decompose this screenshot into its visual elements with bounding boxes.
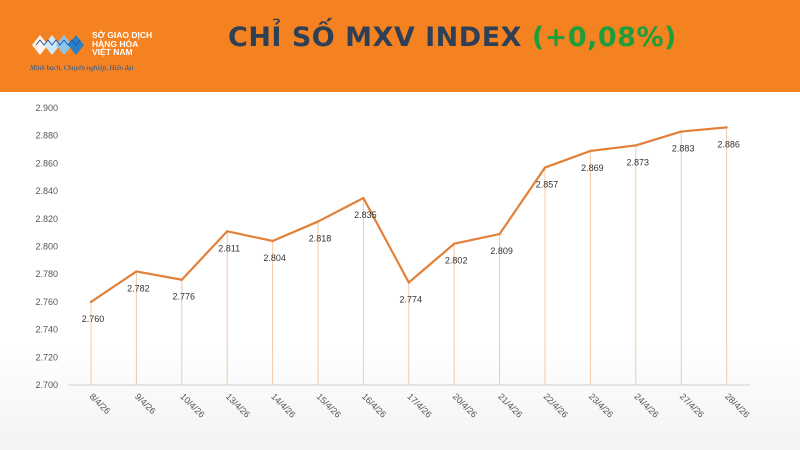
data-point	[407, 281, 410, 284]
y-tick-label: 2.840	[35, 186, 58, 196]
data-label: 2.776	[173, 292, 196, 302]
mxv-logo: SỞ GIAO DỊCH HÀNG HÓA VIỆT NAM Minh bạch…	[30, 28, 160, 76]
logo-line-1: SỞ GIAO DỊCH	[92, 30, 153, 40]
x-tick-label: 16/4/26	[360, 391, 388, 419]
x-tick-label: 17/4/26	[405, 391, 433, 419]
data-label: 2.802	[445, 256, 468, 266]
y-tick-label: 2.900	[35, 103, 58, 113]
y-tick-label: 2.700	[35, 380, 58, 390]
y-tick-label: 2.720	[35, 352, 58, 362]
y-tick-label: 2.760	[35, 297, 58, 307]
data-label: 2.873	[627, 157, 650, 167]
logo-line-3: VIỆT NAM	[92, 47, 133, 57]
x-tick-label: 28/4/26	[723, 391, 751, 419]
x-tick-label: 13/4/26	[224, 391, 252, 419]
series-line	[90, 126, 727, 303]
y-tick-label: 2.780	[35, 269, 58, 279]
x-tick-label: 23/4/26	[587, 391, 615, 419]
data-point	[634, 144, 637, 147]
data-point	[135, 270, 138, 273]
logo-line-2: HÀNG HÓA	[92, 38, 139, 49]
data-point	[498, 232, 501, 236]
x-tick-label: 15/4/26	[315, 391, 343, 419]
x-tick-label: 8/4/26	[88, 391, 113, 416]
data-point	[589, 149, 592, 153]
y-tick-label: 2.800	[35, 242, 58, 252]
logo-mark-icon	[32, 35, 84, 55]
x-tick-label: 24/4/26	[632, 391, 660, 419]
data-label: 2.883	[672, 144, 695, 154]
data-label: 2.774	[400, 295, 423, 305]
x-tick-label: 27/4/26	[678, 391, 706, 419]
data-label: 2.760	[82, 314, 105, 324]
x-tick-label: 9/4/26	[133, 391, 158, 416]
chart-area: 2.700 2.720 2.740 2.760 2.780 2.800 2.820 2.840…	[0, 92, 800, 450]
data-label: 2.804	[263, 253, 286, 263]
y-tick-label: 2.820	[35, 214, 58, 224]
data-point	[89, 300, 93, 304]
logo-slogan: Minh bạch, Chuyên nghiệp, Hiện đại	[30, 64, 134, 72]
data-label: 2.869	[581, 163, 604, 173]
data-point	[362, 196, 365, 200]
x-tick-label: 22/4/26	[542, 391, 570, 419]
data-label: 2.857	[536, 180, 559, 190]
data-point	[543, 166, 547, 169]
logo-wordmark: SỞ GIAO DỊCH HÀNG HÓA VIỆT NAM	[92, 31, 152, 57]
mxv-index-line-chart: 2.700 2.720 2.740 2.760 2.780 2.800 2.820 2.840…	[35, 103, 751, 420]
data-label: 2.809	[490, 246, 513, 256]
x-tick-label: 21/4/26	[496, 391, 524, 419]
data-label: 2.835	[354, 210, 377, 220]
x-tick-label: 10/4/26	[178, 391, 206, 419]
data-label: 2.818	[309, 234, 332, 244]
data-point	[725, 126, 728, 129]
data-point	[680, 130, 683, 133]
x-tick-label: 20/4/26	[451, 391, 479, 419]
x-tick-label: 14/4/26	[269, 391, 297, 419]
data-point	[453, 242, 456, 245]
data-label: 2.782	[127, 283, 150, 293]
page-title: CHỈ SỐ MXV INDEX (+0,08%)	[228, 22, 677, 53]
title-change: (+0,08%)	[531, 22, 677, 53]
y-tick-label: 2.880	[35, 131, 58, 141]
y-tick-label: 2.740	[35, 325, 58, 335]
data-label: 2.811	[218, 243, 240, 253]
data-point	[316, 220, 320, 223]
y-tick-label: 2.860	[35, 158, 58, 168]
title-main: CHỈ SỐ MXV INDEX	[228, 22, 532, 53]
header-bar: SỞ GIAO DỊCH HÀNG HÓA VIỆT NAM Minh bạch…	[0, 0, 800, 92]
data-point	[271, 239, 274, 243]
data-point	[226, 230, 229, 233]
data-label: 2.886	[717, 139, 740, 149]
data-point	[180, 278, 183, 281]
